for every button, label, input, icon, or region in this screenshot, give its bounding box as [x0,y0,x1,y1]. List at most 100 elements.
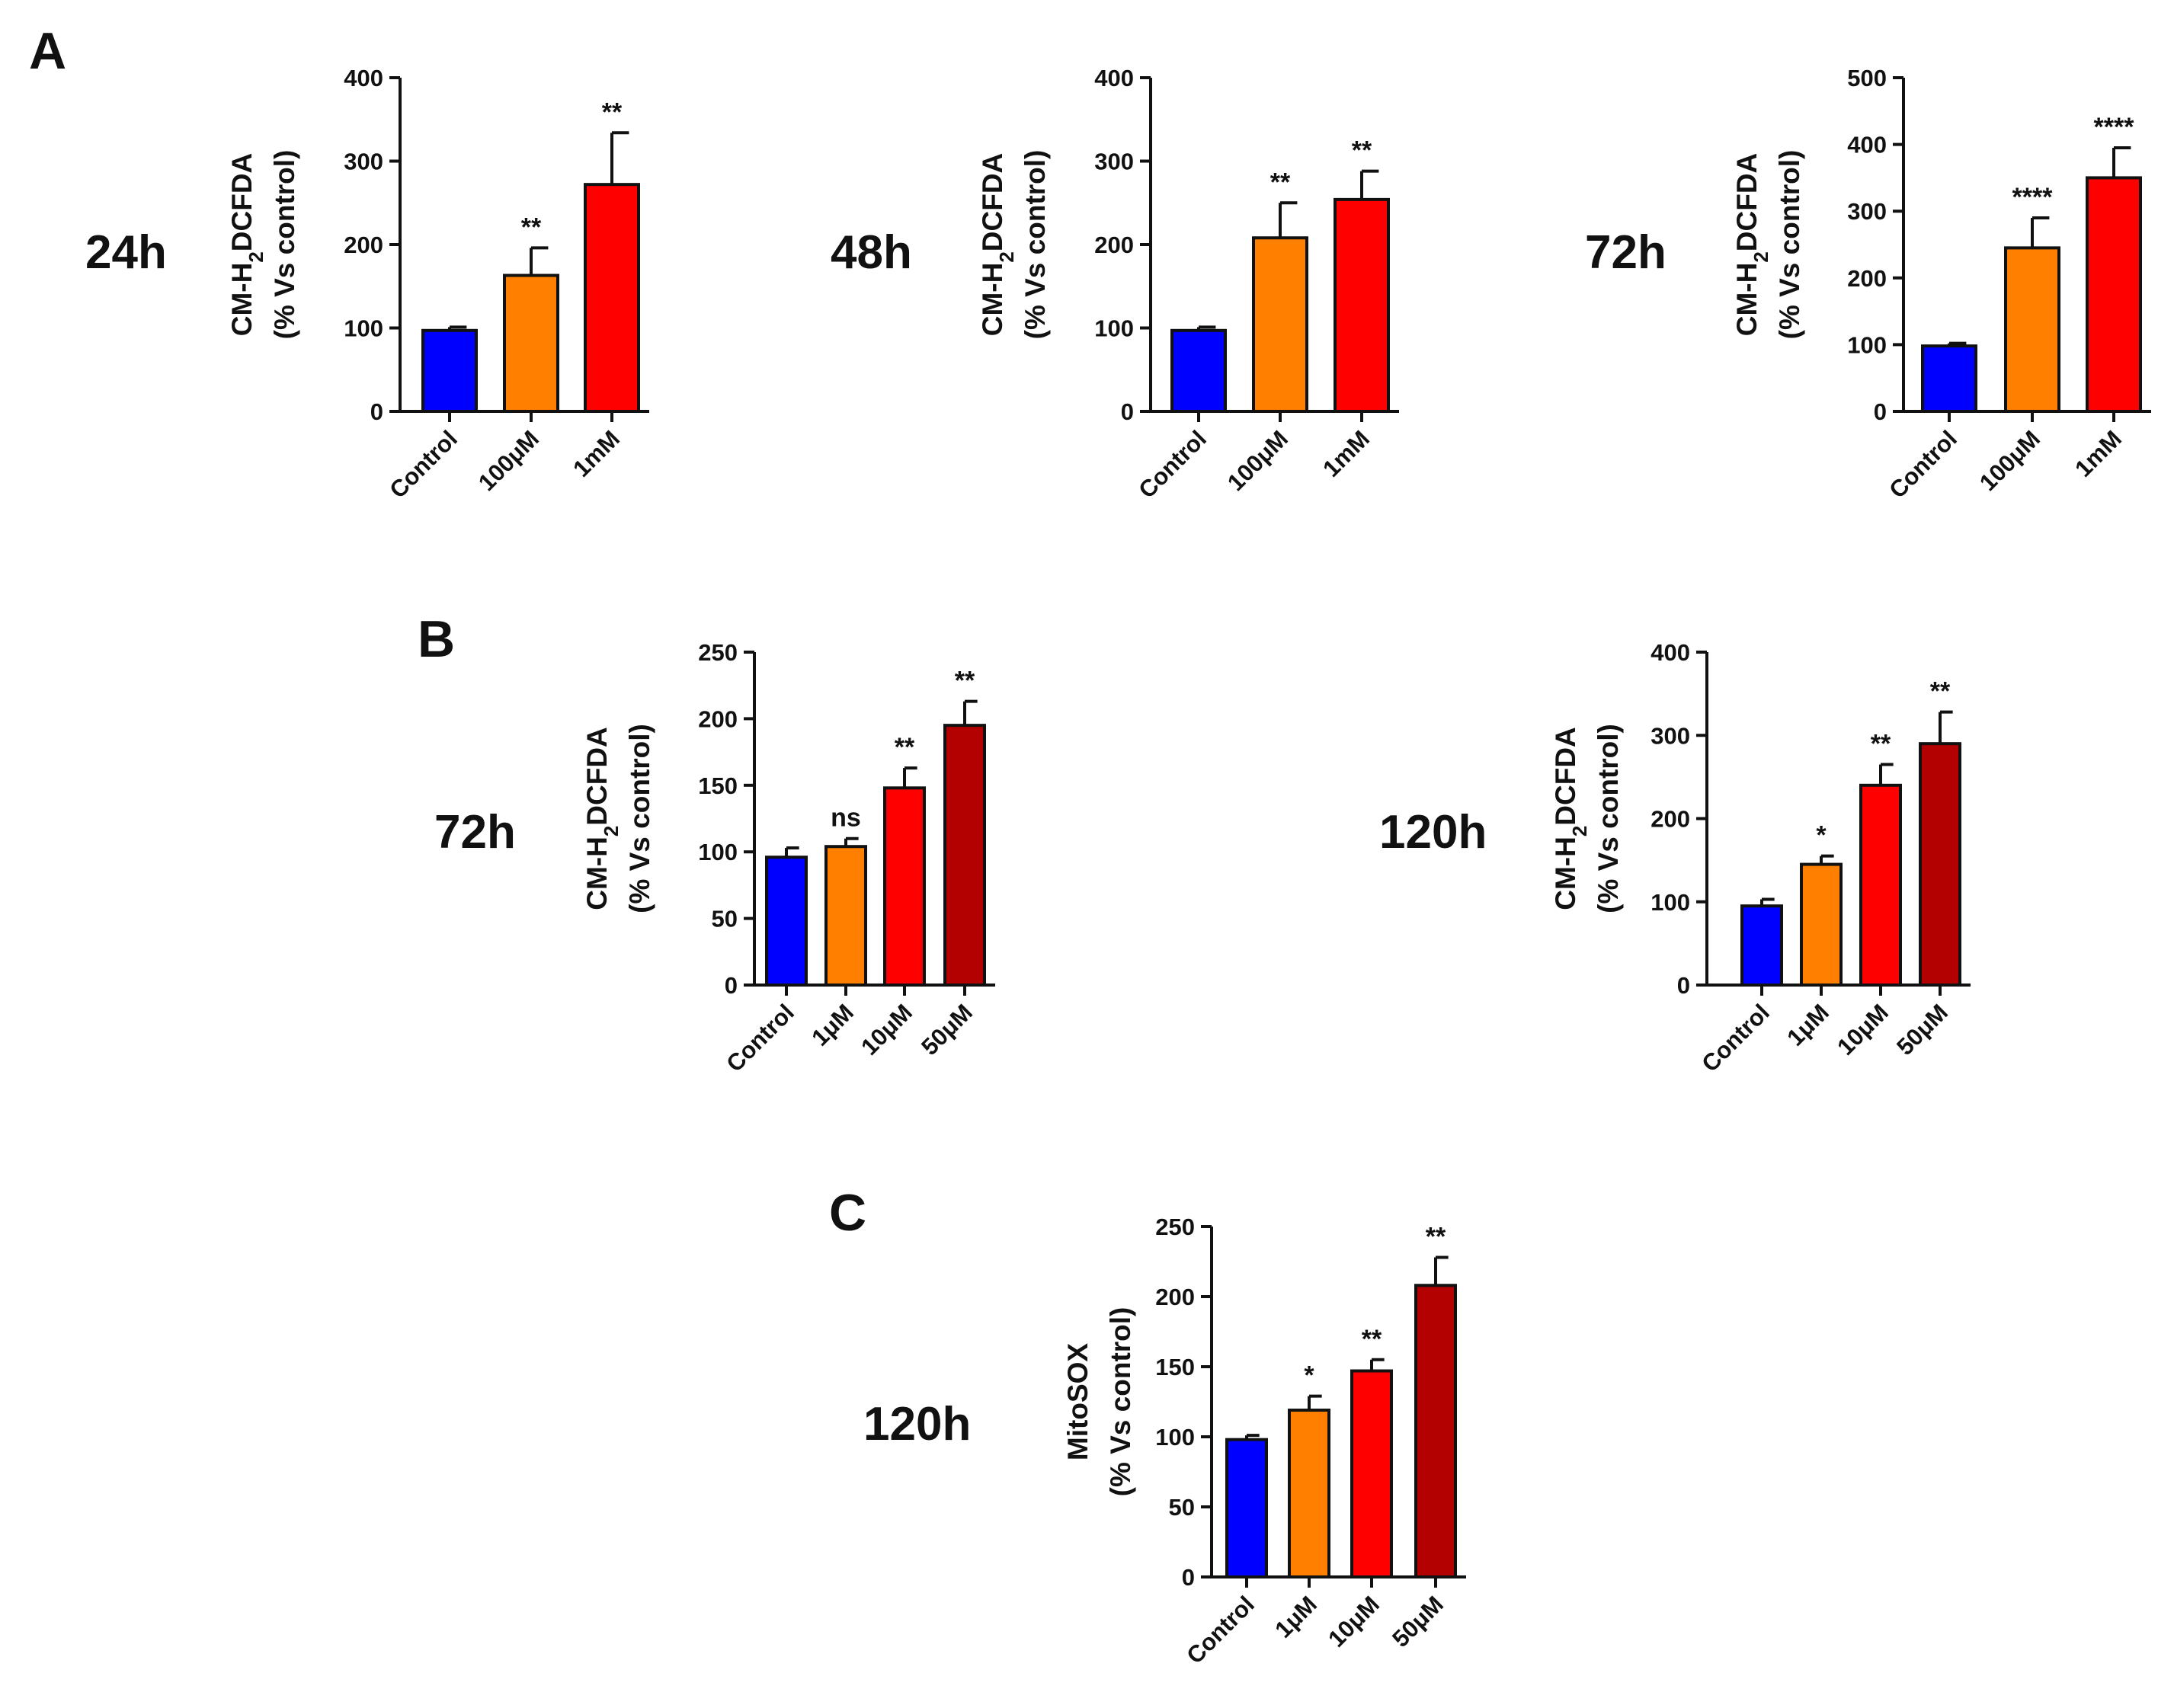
y-tick-label: 0 [1677,972,1690,999]
y-axis-title: CM-H2DCFDA (% Vs control) [977,150,1051,340]
y-tick-label: 400 [1651,639,1690,666]
bar [1859,783,1902,987]
significance-label: * [1304,1361,1314,1390]
time-label: 72h [434,806,516,859]
x-tick-label: 10μM [1323,1591,1385,1652]
x-tick-label: 1μM [806,999,859,1051]
significance-label: ** [1270,168,1291,197]
significance-label: ns [831,804,861,833]
bar [2086,176,2142,413]
y-axis-title-rest: DCFDA [1731,153,1763,251]
significance-label: ** [602,98,623,126]
y-axis-title-line1: CM-H2DCFDA [977,153,1018,337]
panel-letter-c: C [829,1184,866,1242]
chart-4: 72h CM-H2DCFDA (% Vs control) 0 50 100 150 200 2… [434,639,995,1077]
subscript-2: 2 [1750,251,1772,262]
x-tick-label: 10μM [856,999,917,1060]
y-tick-label: 300 [1094,149,1134,175]
y-tick-label: 300 [1847,198,1887,225]
y-tick-label: 100 [698,839,738,865]
x-tick-label: 100μM [473,425,544,496]
bar [943,724,986,987]
x-tick-label: 1μM [1782,999,1834,1051]
significance-label: ** [895,733,915,762]
y-axis-title-rest: DCFDA [226,153,258,251]
y-axis-title-line2: (% Vs control) [1774,150,1805,340]
bar [1800,862,1843,987]
chart-2: 48h CM-H2DCFDA (% Vs control) 0 100 200 300 400… [831,65,1399,504]
bar [1225,1438,1268,1579]
significance-label: **** [2012,183,2054,212]
x-tick-label: 1mM [1318,425,1375,482]
chart-5: 120h CM-H2DCFDA (% Vs control) 0 100 200 300 40… [1379,639,1971,1077]
y-axis-title-line1: CM-H2DCFDA [1731,153,1772,337]
y-axis-title-line1: CM-H2DCFDA [1550,727,1591,910]
time-label: 120h [863,1398,971,1451]
y-tick-label: 100 [1155,1424,1195,1451]
y-tick-label: 300 [1651,722,1690,749]
bar [1740,904,1783,987]
bar [1288,1409,1330,1579]
x-tick-label: Control [1884,425,1962,504]
x-tick-label: 100μM [1222,425,1293,496]
y-tick-label: 0 [1874,398,1887,425]
x-tick-label: Control [1181,1591,1260,1669]
y-tick-label: 50 [1169,1494,1195,1521]
significance-label: ** [955,667,975,696]
y-tick-label: 400 [344,65,383,91]
y-axis-title: CM-H2DCFDA (% Vs control) [581,724,655,913]
chart-6: 120h MitoSOX (% Vs control) 0 50 100 150 200 250… [863,1214,1466,1669]
time-label: 24h [85,226,167,279]
y-tick-label: 250 [698,639,738,666]
x-tick-label: 10μM [1832,999,1894,1060]
bar [1921,344,1977,414]
y-tick-label: 150 [698,772,738,799]
y-axis-title-rest: DCFDA [581,727,613,825]
chart-1: 24h CM-H2DCFDA (% Vs control) 0 100 200 300 400… [85,65,649,504]
x-tick-label: Control [384,425,463,504]
significance-label: ** [1871,729,1891,758]
bar [421,328,478,413]
time-label: 120h [1379,806,1487,859]
y-axis-title-line2: (% Vs control) [1020,150,1051,340]
y-tick-label: 0 [370,398,383,425]
panel-letter-a: A [29,22,66,80]
x-tick-label: Control [1696,999,1775,1077]
y-axis-title-line2: (% Vs control) [624,724,655,913]
y-axis-title: CM-H2DCFDA (% Vs control) [226,150,300,340]
bar [1919,742,1961,987]
significance-label: * [1816,821,1827,850]
subscript-2: 2 [1568,826,1591,836]
y-tick-label: 400 [1094,65,1134,91]
subscript-2: 2 [600,826,623,836]
significance-label: ** [1930,677,1951,706]
bar [1170,328,1227,413]
y-axis-title: MitoSOX (% Vs control) [1062,1307,1136,1497]
y-axis-title: CM-H2DCFDA (% Vs control) [1731,150,1805,340]
bar [2004,246,2060,413]
significance-label: ** [1426,1222,1446,1251]
x-tick-label: 50μM [1387,1591,1449,1652]
significance-label: ** [521,213,542,241]
y-tick-label: 200 [1155,1284,1195,1310]
y-tick-label: 100 [1847,331,1887,358]
bar [584,183,640,413]
bar [503,273,559,414]
x-tick-label: Control [1133,425,1212,504]
y-axis-title-line2: (% Vs control) [1105,1307,1136,1497]
subscript-2: 2 [245,251,267,262]
bar [1252,236,1308,413]
bar [1334,197,1390,413]
x-tick-label: 1μM [1270,1591,1322,1643]
y-axis-title-rest: DCFDA [1550,727,1581,825]
bar [824,845,867,987]
y-tick-label: 200 [1847,265,1887,292]
y-tick-label: 100 [1094,315,1134,342]
chart-3: 72h CM-H2DCFDA (% Vs control) 0 100 200 300 400… [1585,65,2151,504]
panel-letter-b: B [418,610,455,668]
y-tick-label: 200 [698,705,738,732]
y-axis-title-rest: DCFDA [977,153,1008,251]
y-axis-title-line1: MitoSOX [1062,1343,1093,1460]
